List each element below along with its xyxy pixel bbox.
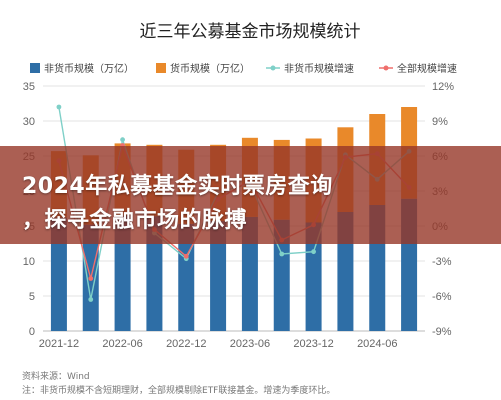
right-tick-label: -6% (432, 291, 452, 303)
legend-label-money-scale: 货币规模（万亿） (170, 62, 250, 75)
legend-swatch-money-scale (156, 63, 166, 73)
x-tick-label: 2022-12 (166, 338, 206, 350)
point-nonmoney-growth (88, 297, 94, 302)
legend-swatch-nonmoney-scale (30, 63, 40, 73)
headline-line-1: 2024年私募基金实时票房查询 (22, 174, 333, 199)
bar-nonmoney-scale (114, 215, 131, 331)
right-tick-label: -9% (432, 326, 452, 338)
left-tick-label: 10 (23, 256, 35, 268)
x-axis-ticks: 2021-12 2022-06 2022-12 2023-06 2023-12 2024-… (39, 338, 398, 350)
footnote: 注：非货币规模不含短期理财，全部规模剔除ETF联接基金。增速为季度环比。 (22, 384, 335, 396)
point-total-growth (88, 276, 94, 281)
point-nonmoney-growth (279, 251, 285, 257)
left-tick-label: 5 (29, 291, 35, 303)
x-tick-label: 2022-06 (102, 338, 142, 350)
legend-label-total-growth: 全部规模增速 (397, 62, 457, 75)
bar-nonmoney-scale (273, 219, 290, 331)
left-tick-label: 0 (29, 326, 35, 338)
chart-title: 近三年公募基金市场规模统计 (140, 22, 361, 42)
point-nonmoney-growth (56, 104, 62, 110)
x-tick-label: 2023-12 (293, 338, 333, 350)
right-tick-label: -3% (432, 256, 452, 268)
legend-marker-nonmoney-growth (270, 65, 276, 71)
left-tick-label: 30 (23, 116, 35, 128)
point-nonmoney-growth (311, 249, 316, 255)
bar-nonmoney-scale (210, 221, 227, 331)
headline-banner: 2024年私募基金实时票房查询 ，探寻金融市场的脉搏 (0, 146, 501, 244)
x-tick-label: 2024-06 (357, 338, 397, 350)
bar-nonmoney-scale (241, 216, 258, 331)
legend-label-nonmoney-scale: 非货币规模（万亿） (44, 62, 134, 75)
bar-nonmoney-scale (50, 217, 67, 331)
right-tick-label: 9% (432, 116, 448, 128)
legend-marker-total-growth (383, 65, 389, 71)
legend: 非货币规模（万亿） 货币规模（万亿） 非货币规模增速 全部规模增速 (30, 62, 457, 75)
legend-label-nonmoney-growth: 非货币规模增速 (284, 62, 354, 75)
x-tick-label: 2023-06 (230, 338, 270, 350)
source-note: 资料来源：Wind (22, 370, 90, 382)
left-tick-label: 35 (23, 81, 35, 93)
point-nonmoney-growth (120, 137, 125, 143)
bar-nonmoney-scale (305, 222, 322, 331)
right-tick-label: 12% (432, 81, 454, 93)
x-tick-label: 2021-12 (39, 338, 79, 350)
headline-line-2: ，探寻金融市场的脉搏 (22, 208, 248, 233)
point-total-growth (183, 253, 189, 259)
bar-nonmoney-scale (146, 216, 163, 331)
